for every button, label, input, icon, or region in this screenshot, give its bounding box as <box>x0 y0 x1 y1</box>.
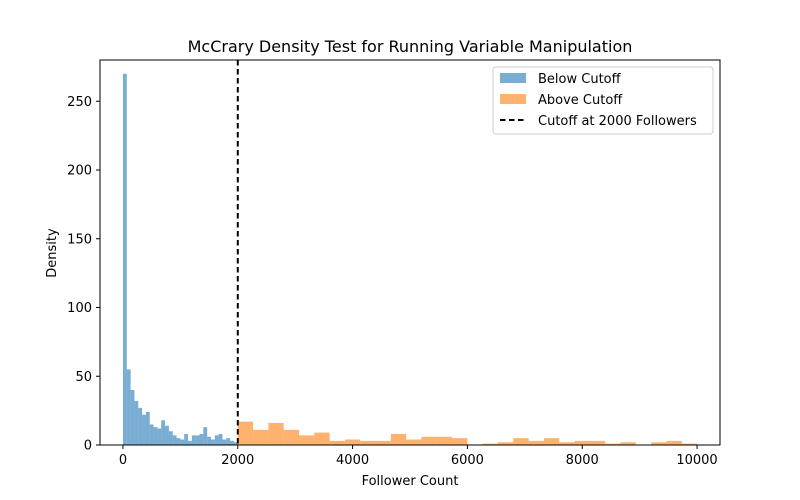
bar-below-cutoff <box>126 369 131 445</box>
bar-above-cutoff <box>314 432 330 445</box>
bar-below-cutoff <box>222 439 227 445</box>
y-tick-label: 250 <box>67 95 92 110</box>
bar-above-cutoff <box>421 436 437 445</box>
bar-above-cutoff <box>452 438 468 445</box>
bar-above-cutoff <box>482 443 499 445</box>
bar-above-cutoff <box>436 436 453 445</box>
bar-above-cutoff <box>268 423 284 445</box>
plot-frame <box>99 59 721 446</box>
bar-above-cutoff <box>329 440 345 445</box>
x-axis-label: Follower Count <box>362 474 459 489</box>
bar-below-cutoff <box>138 407 143 445</box>
bar-below-cutoff <box>210 439 215 445</box>
bar-above-cutoff <box>574 440 590 445</box>
y-tick-label: 0 <box>84 439 92 454</box>
bar-above-cutoff <box>666 440 682 445</box>
y-tick-label: 100 <box>67 301 92 316</box>
x-tick-label: 8000 <box>566 453 599 468</box>
bar-below-cutoff <box>203 427 208 445</box>
bar-below-cutoff <box>145 412 150 445</box>
x-axis: 0 2000 4000 6000 8000 10000 <box>119 445 718 468</box>
bar-below-cutoff <box>199 434 204 445</box>
bar-below-cutoff <box>214 435 219 445</box>
bars-layer <box>122 73 698 445</box>
legend-label-below: Below Cutoff <box>538 72 622 87</box>
bar-below-cutoff <box>207 436 211 445</box>
y-tick-label: 50 <box>75 370 92 385</box>
bar-below-cutoff <box>134 401 139 445</box>
bar-below-cutoff <box>226 438 231 445</box>
y-tick-label: 150 <box>67 232 92 247</box>
legend-swatch-above <box>500 94 526 104</box>
bar-below-cutoff <box>153 427 158 445</box>
y-tick-label: 200 <box>67 164 92 179</box>
bar-below-cutoff <box>230 440 234 445</box>
bar-below-cutoff <box>195 435 200 445</box>
bar-above-cutoff <box>605 443 621 445</box>
bar-above-cutoff <box>543 438 560 445</box>
legend-box <box>492 66 714 135</box>
x-tick-label: 2000 <box>221 453 254 468</box>
bar-above-cutoff <box>283 429 300 445</box>
legend-label-cutoff: Cutoff at 2000 Followers <box>538 114 697 129</box>
y-axis-label: Density <box>45 228 60 278</box>
bar-above-cutoff <box>375 440 391 445</box>
bar-above-cutoff <box>559 442 575 445</box>
y-axis: 0 50 100 150 200 250 <box>67 95 100 454</box>
x-tick-label: 6000 <box>451 453 484 468</box>
bar-above-cutoff <box>406 439 422 445</box>
bar-above-cutoff <box>589 440 606 445</box>
bar-below-cutoff <box>180 439 185 445</box>
legend: Below Cutoff Above Cutoff Cutoff at 2000… <box>492 66 714 135</box>
bar-above-cutoff <box>360 440 376 445</box>
bar-below-cutoff <box>130 390 135 445</box>
bar-below-cutoff <box>218 434 223 445</box>
bar-below-cutoff <box>165 425 169 445</box>
bar-below-cutoff <box>188 440 192 445</box>
bar-above-cutoff <box>498 442 514 445</box>
bar-below-cutoff <box>176 438 181 445</box>
bar-below-cutoff <box>172 435 177 445</box>
chart-title: McCrary Density Test for Running Variabl… <box>188 37 633 56</box>
bar-above-cutoff <box>513 438 529 445</box>
bar-below-cutoff <box>157 428 162 445</box>
bar-below-cutoff <box>184 434 189 445</box>
bar-below-cutoff <box>149 424 154 445</box>
bar-below-cutoff <box>168 431 173 445</box>
x-tick-label: 0 <box>119 453 127 468</box>
legend-label-above: Above Cutoff <box>538 93 623 108</box>
x-tick-label: 10000 <box>676 453 717 468</box>
bar-above-cutoff <box>620 442 636 445</box>
x-tick-label: 4000 <box>336 453 369 468</box>
bar-above-cutoff <box>528 440 544 445</box>
bar-below-cutoff <box>142 414 146 445</box>
bar-above-cutoff <box>390 434 407 445</box>
bar-below-cutoff <box>233 442 238 445</box>
bar-above-cutoff <box>681 443 698 445</box>
bar-above-cutoff <box>651 442 667 445</box>
bar-below-cutoff <box>191 435 196 445</box>
bar-above-cutoff <box>237 421 254 445</box>
legend-swatch-below <box>500 73 526 83</box>
bar-below-cutoff <box>122 73 127 445</box>
bar-below-cutoff <box>161 420 166 445</box>
bar-above-cutoff <box>344 439 361 445</box>
bar-above-cutoff <box>299 435 315 445</box>
bar-above-cutoff <box>253 429 269 445</box>
